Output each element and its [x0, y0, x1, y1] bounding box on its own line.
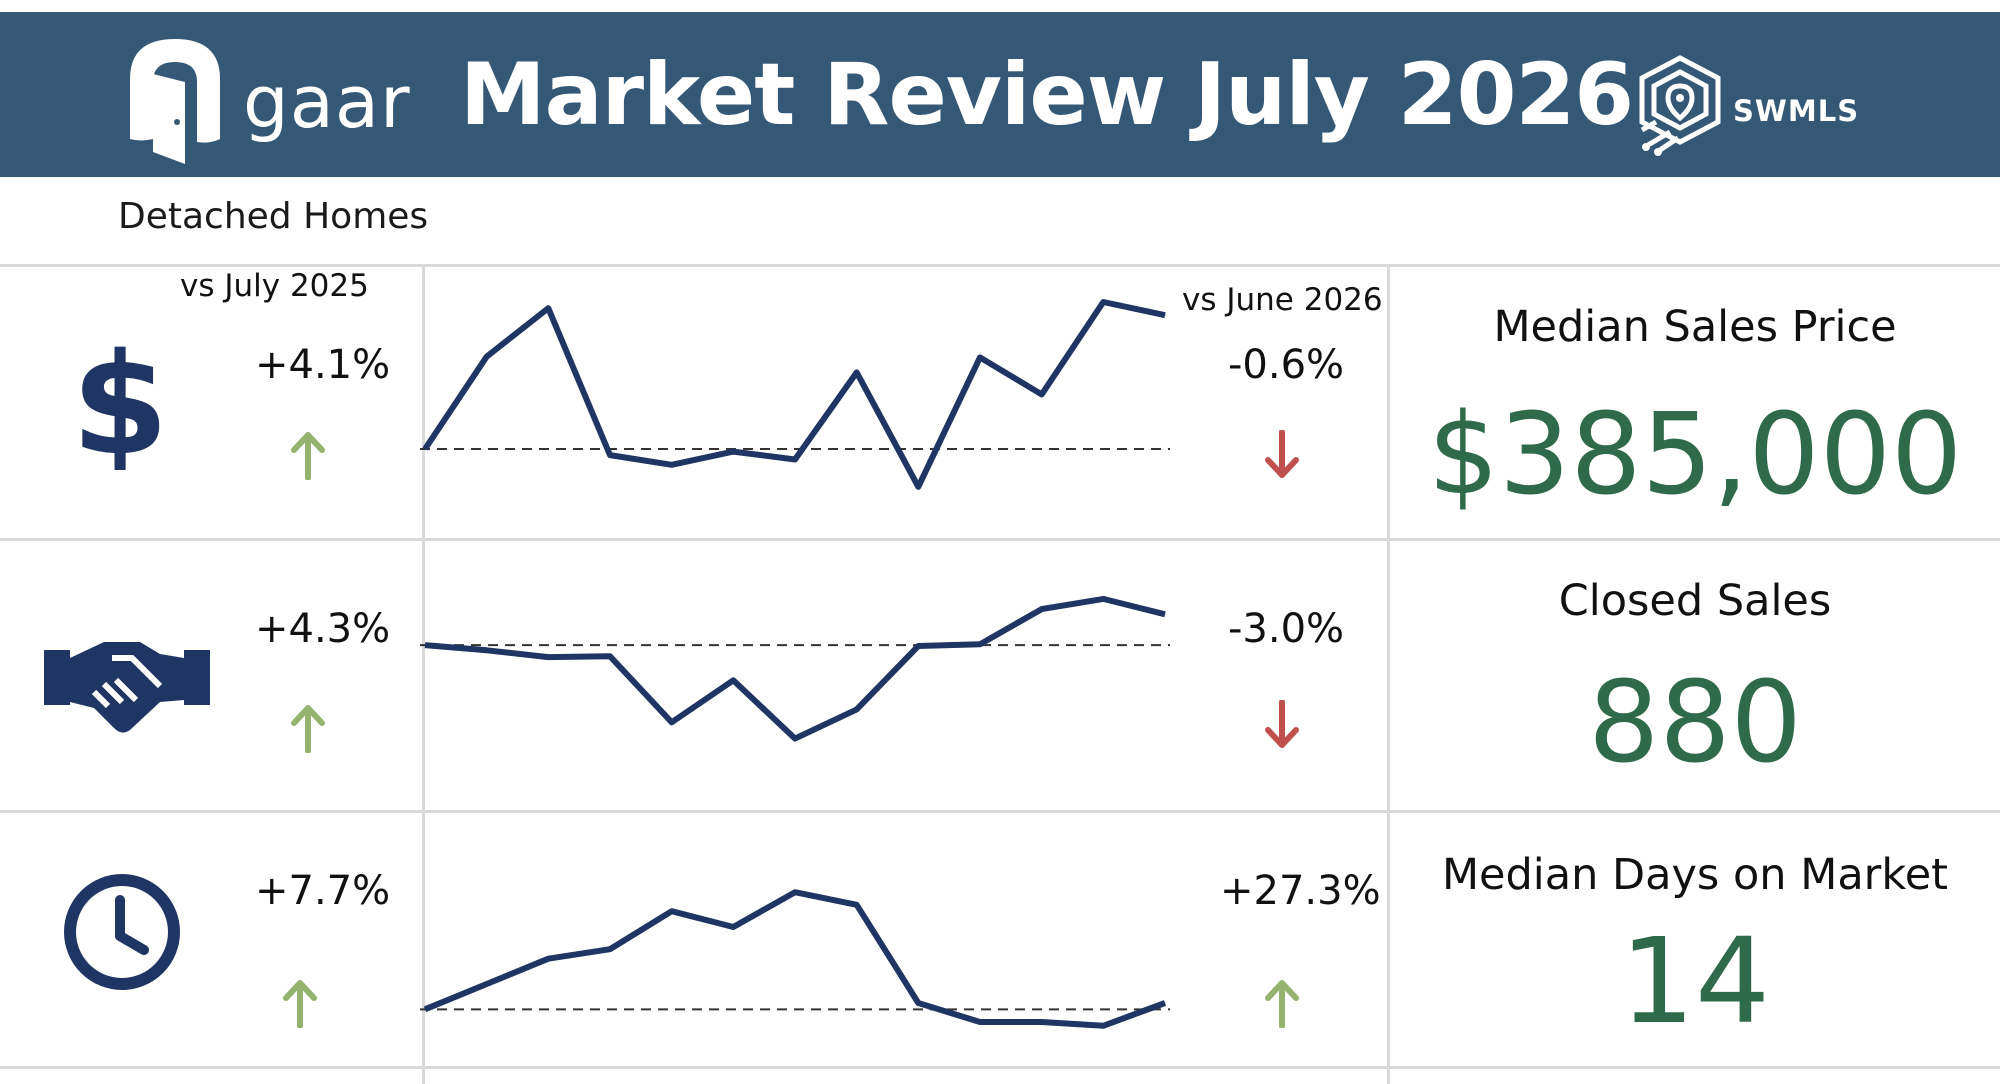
- dollar-sign-icon: $: [70, 324, 170, 487]
- divider-row2: [0, 810, 2000, 813]
- divider-top: [0, 264, 2000, 267]
- swmls-emblem-icon: [1639, 55, 1721, 156]
- up-arrow-icon: [288, 703, 328, 758]
- up-arrow-icon: [1262, 978, 1302, 1033]
- data-point: [547, 307, 549, 309]
- data-point: [979, 1021, 981, 1023]
- data-point: [671, 721, 673, 723]
- divider-right: [1387, 264, 1390, 1084]
- data-point: [547, 656, 549, 658]
- data-point: [1041, 393, 1043, 395]
- data-point: [732, 451, 734, 453]
- data-point: [424, 644, 426, 646]
- data-point: [1102, 598, 1104, 600]
- gaar-logo: gaar: [125, 34, 410, 164]
- data-point: [979, 356, 981, 358]
- svg-text:$: $: [71, 335, 168, 470]
- yoy-change-price: +4.1%: [255, 342, 391, 388]
- data-point: [732, 679, 734, 681]
- sales-trend-line: [424, 595, 1166, 742]
- metric-label-price: Median Sales Price: [1493, 302, 1897, 352]
- data-point: [424, 1008, 426, 1010]
- data-point: [979, 643, 981, 645]
- data-point: [917, 1002, 919, 1004]
- data-point: [1164, 613, 1166, 615]
- page-title: Market Review July 2026: [460, 45, 1634, 145]
- data-point: [856, 708, 858, 710]
- gaar-wordmark: gaar: [243, 60, 411, 144]
- data-point: [794, 459, 796, 460]
- median-price-sparkline: [420, 299, 1170, 490]
- data-point: [1164, 1002, 1166, 1004]
- metric-value-price: $385,000: [1427, 390, 1963, 520]
- swmls-wordmark: SWMLS: [1733, 94, 1860, 128]
- divider-left: [422, 264, 425, 1084]
- data-point: [609, 948, 611, 950]
- data-point: [1041, 1021, 1043, 1023]
- metric-label-sales: Closed Sales: [1558, 576, 1832, 626]
- data-point: [671, 464, 673, 466]
- data-point: [917, 645, 919, 647]
- yoy-change-sales: +4.3%: [255, 606, 391, 652]
- data-point: [671, 910, 673, 912]
- data-point: [1102, 1025, 1104, 1027]
- divider-row1: [0, 538, 2000, 541]
- dom-trend-line: [423, 889, 1167, 1029]
- data-point: [609, 454, 611, 456]
- vs-month-label: vs June 2026: [1182, 282, 1383, 318]
- metric-value-sales: 880: [1588, 658, 1802, 788]
- data-point: [547, 958, 549, 960]
- swmls-logo: SWMLS: [1630, 50, 1870, 160]
- mom-change-sales: -3.0%: [1228, 606, 1345, 652]
- data-point: [794, 891, 796, 893]
- door-icon: [130, 39, 220, 164]
- up-arrow-icon: [288, 430, 328, 485]
- clock-icon: [60, 870, 185, 1000]
- subtitle: Detached Homes: [118, 196, 429, 237]
- up-arrow-icon: [280, 978, 320, 1033]
- days-on-market-sparkline: [420, 889, 1170, 1029]
- mom-change-dom: +27.3%: [1220, 868, 1381, 914]
- handshake-icon: [42, 630, 212, 745]
- data-point: [486, 983, 488, 985]
- data-point: [424, 448, 426, 450]
- data-point: [732, 926, 734, 928]
- data-point: [1102, 301, 1104, 303]
- data-point: [856, 371, 858, 373]
- header-banner: gaar Market Review July 2026 SWMLS: [0, 12, 2000, 177]
- down-arrow-icon: [1262, 429, 1302, 485]
- vs-year-label: vs July 2025: [180, 268, 369, 304]
- data-point: [1041, 608, 1043, 610]
- data-point: [856, 904, 858, 906]
- mom-change-price: -0.6%: [1228, 342, 1345, 388]
- data-point: [1164, 314, 1166, 316]
- closed-sales-sparkline: [420, 595, 1170, 742]
- data-point: [486, 649, 488, 651]
- data-point: [486, 356, 488, 358]
- down-arrow-icon: [1262, 699, 1302, 755]
- metric-value-dom: 14: [1619, 912, 1771, 1050]
- data-point: [917, 486, 919, 488]
- data-point: [794, 738, 796, 740]
- data-point: [609, 655, 611, 657]
- metric-label-dom: Median Days on Market: [1441, 850, 1949, 900]
- divider-bottom: [0, 1066, 2000, 1069]
- yoy-change-dom: +7.7%: [255, 868, 391, 914]
